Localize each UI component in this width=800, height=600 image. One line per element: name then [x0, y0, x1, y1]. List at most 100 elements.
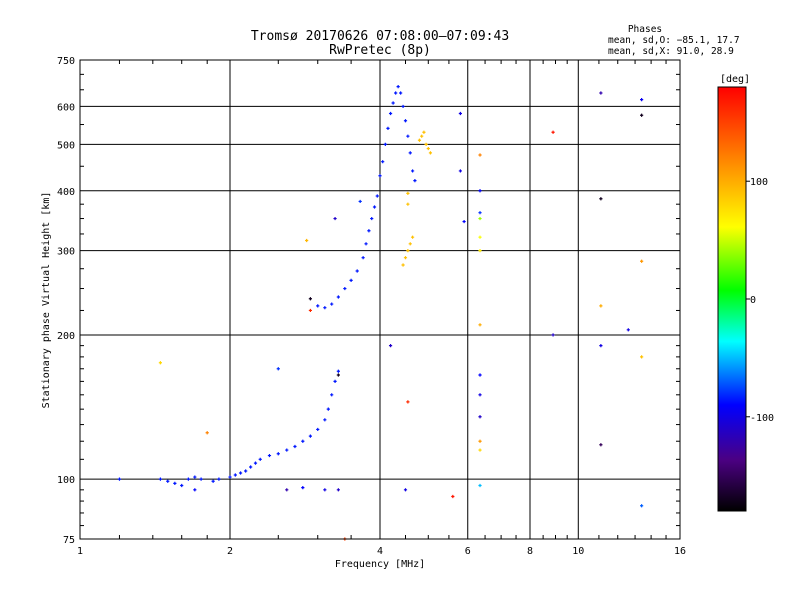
scatter-point: [388, 344, 393, 348]
trace-point: [422, 130, 426, 134]
scatter-point: [640, 97, 644, 102]
y-tick-label: 750: [57, 56, 75, 67]
scatter-point: [406, 400, 410, 404]
scatter-point: [478, 249, 482, 253]
scatter-point: [640, 504, 644, 508]
scatter-point: [406, 191, 410, 195]
scatter-point: [478, 448, 482, 452]
scatter-point: [358, 199, 362, 204]
x-tick-label: 1: [77, 546, 83, 557]
x-tick-label: 10: [572, 546, 584, 557]
trace-point: [253, 461, 258, 465]
scatter-point: [308, 308, 313, 313]
trace-point: [211, 479, 215, 483]
trace-point: [406, 249, 410, 253]
trace-point: [330, 393, 334, 397]
scatter-point: [478, 393, 482, 397]
scatter-point: [640, 355, 644, 359]
trace-point: [323, 306, 327, 310]
trace-point: [258, 457, 262, 461]
scatter-point: [323, 488, 327, 492]
trace-point: [386, 126, 390, 130]
trace-point: [343, 286, 347, 291]
scatter-point: [406, 202, 410, 206]
y-tick-label: 600: [57, 102, 75, 113]
trace-point: [316, 304, 320, 308]
trace-point: [408, 151, 412, 155]
trace-point: [336, 295, 340, 299]
trace-point: [193, 475, 197, 479]
scatter-point: [333, 216, 337, 221]
trace-point: [403, 256, 408, 260]
colorbar: [717, 86, 747, 512]
x-tick-label: 6: [465, 546, 471, 557]
x-tick-label: 2: [227, 546, 233, 557]
trace-point: [417, 138, 422, 142]
trace-point: [355, 269, 359, 273]
trace-point: [238, 471, 243, 475]
y-tick-label: 300: [57, 247, 75, 258]
trace-point: [186, 477, 190, 481]
scatter-point: [599, 344, 603, 348]
trace-point: [333, 379, 337, 383]
colorbar-tick-label: 0: [750, 295, 756, 306]
scatter-point: [305, 238, 309, 243]
trace-point: [349, 278, 353, 282]
trace-point: [293, 444, 297, 449]
y-tick-label: 75: [63, 535, 75, 546]
trace-point: [267, 453, 272, 458]
trace-point: [180, 483, 184, 488]
scatter-point: [336, 373, 340, 377]
trace-point: [372, 205, 377, 209]
scatter-point: [308, 297, 313, 301]
trace-point: [428, 151, 433, 155]
trace-point: [361, 256, 365, 260]
trace-point: [364, 242, 368, 246]
trace-point: [217, 477, 221, 481]
trace-point: [378, 174, 382, 178]
scatter-point: [478, 415, 482, 419]
plot-frame: [79, 59, 681, 540]
scatter-point: [551, 333, 555, 337]
scatter-point: [478, 323, 482, 327]
trace-point: [166, 479, 170, 483]
trace-point: [228, 475, 232, 479]
trace-point: [336, 369, 340, 373]
scatter-point: [478, 216, 482, 221]
trace-point: [383, 142, 387, 146]
x-tick-label: 16: [674, 546, 686, 557]
scatter-point: [599, 91, 603, 95]
scatter-point: [599, 197, 603, 201]
trace-point: [394, 91, 398, 95]
scatter-point: [626, 328, 630, 332]
scatter-point: [193, 488, 197, 492]
scatter-point: [640, 113, 644, 117]
trace-point: [308, 434, 313, 438]
trace-point: [396, 84, 400, 89]
scatter-point: [478, 211, 482, 215]
y-tick-label: 400: [57, 187, 75, 198]
scatter-point: [478, 373, 482, 377]
scatter-point: [462, 219, 466, 224]
trace-point: [330, 302, 334, 306]
scatter-point: [478, 153, 482, 157]
scatter-point: [205, 431, 209, 435]
trace-point: [410, 169, 415, 173]
trace-point: [316, 427, 320, 432]
trace-point: [233, 473, 237, 477]
trace-point: [244, 469, 248, 473]
trace-point: [424, 142, 428, 146]
trace-point: [375, 194, 379, 198]
x-tick-label: 8: [527, 546, 533, 557]
x-axis-label: Frequency [MHz]: [335, 559, 425, 570]
scatter-point: [458, 111, 463, 116]
scatter-point: [458, 169, 463, 173]
trace-point: [323, 418, 327, 422]
scatter-point: [403, 488, 408, 492]
scatter-point: [301, 486, 305, 490]
trace-point: [413, 179, 417, 183]
x-tick-label: 4: [377, 546, 383, 557]
trace-point: [388, 111, 393, 116]
trace-point: [326, 407, 330, 411]
